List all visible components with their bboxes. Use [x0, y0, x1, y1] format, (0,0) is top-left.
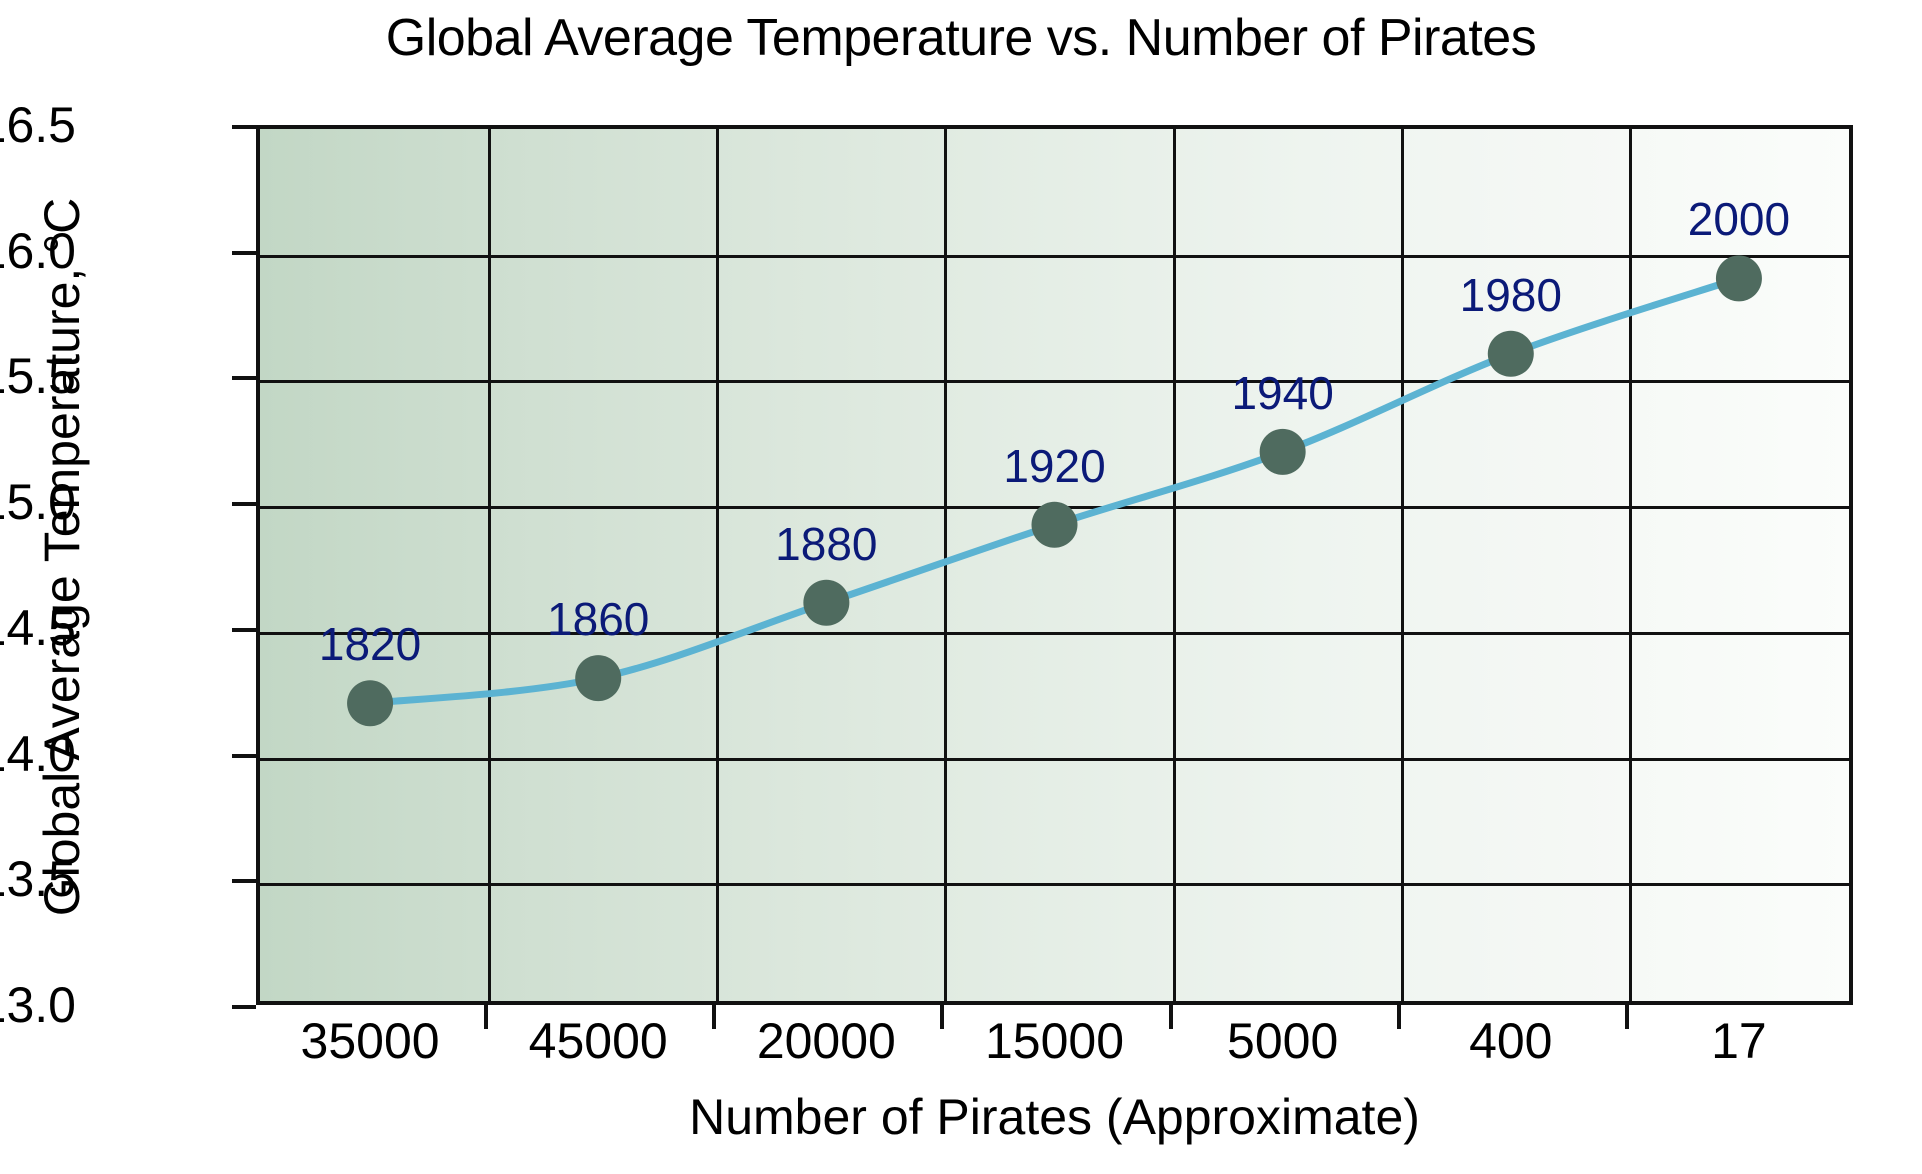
y-tick-mark	[232, 753, 256, 758]
gridline-vertical	[1628, 129, 1632, 1001]
data-point-label: 1860	[547, 593, 650, 646]
x-tick-label: 5000	[1227, 1013, 1339, 1069]
y-tick-mark	[232, 125, 256, 129]
data-point-label: 1820	[318, 618, 422, 671]
gridline-vertical	[716, 129, 720, 1001]
x-tick-label: 400	[1469, 1013, 1553, 1069]
y-tick-mark	[232, 627, 256, 632]
gridline-vertical	[488, 129, 492, 1001]
x-tick-mark	[1168, 1005, 1173, 1029]
y-tick-label: 15.0	[0, 474, 76, 531]
y-tick-label: 14.0	[0, 725, 76, 782]
gridline-vertical	[944, 129, 948, 1001]
y-tick-label: 13.0	[0, 977, 76, 1033]
y-tick-label: 16.5	[0, 97, 76, 153]
x-axis-title: Number of Pirates (Approximate)	[689, 1089, 1420, 1145]
x-tick-mark	[940, 1005, 945, 1029]
gridline-horizontal	[260, 254, 1849, 258]
x-tick-label: 15000	[984, 1013, 1125, 1069]
data-point-label: 1980	[1459, 268, 1562, 321]
y-tick-label: 15.5	[0, 348, 76, 405]
y-tick-mark	[232, 376, 256, 381]
gridline-horizontal	[260, 631, 1849, 635]
x-tick-mark	[484, 1005, 489, 1029]
y-tick-label: 16.0	[0, 222, 76, 279]
x-tick-label: 17	[1711, 1013, 1767, 1069]
x-tick-label: 20000	[756, 1013, 896, 1069]
gridline-horizontal	[260, 883, 1849, 887]
data-point-label: 1920	[1003, 439, 1106, 492]
x-tick-label: 45000	[528, 1013, 668, 1069]
data-point-label: 2000	[1687, 193, 1791, 246]
y-tick-mark	[232, 502, 256, 507]
gridline-horizontal	[260, 757, 1849, 761]
gridline-vertical	[1400, 129, 1404, 1001]
y-tick-label: 14.5	[0, 599, 76, 656]
x-tick-mark	[1396, 1005, 1401, 1029]
chart-title: Global Average Temperature vs. Number of…	[385, 9, 1537, 67]
data-point-label: 1880	[775, 517, 878, 570]
gridline-vertical	[1172, 129, 1176, 1001]
x-tick-mark	[1624, 1005, 1629, 1029]
gridline-horizontal	[260, 380, 1849, 384]
data-point-label: 1940	[1231, 366, 1334, 419]
gridline-horizontal	[260, 506, 1849, 510]
y-tick-mark	[232, 879, 256, 884]
x-tick-label: 35000	[300, 1013, 440, 1069]
y-tick-mark	[232, 250, 256, 255]
y-tick-label: 13.5	[0, 851, 76, 908]
plot-area	[256, 125, 1853, 1005]
x-tick-mark	[712, 1005, 717, 1029]
y-tick-mark	[232, 1005, 256, 1009]
